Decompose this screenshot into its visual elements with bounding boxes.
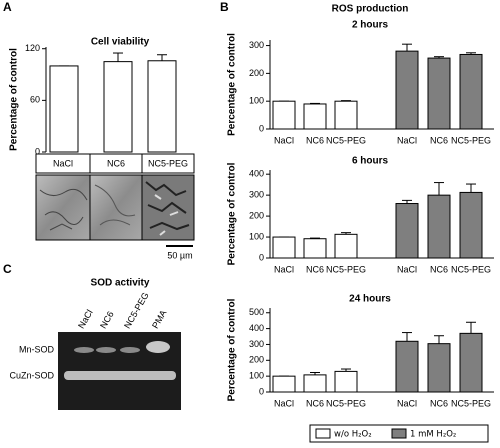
chart-title: Cell viability [91,37,150,48]
bar [303,238,327,259]
category-cell [141,153,195,174]
bar [395,50,419,130]
legend-swatch [391,428,407,439]
legend-label: w/o H₂O₂ [334,430,372,440]
lane-label: NC5-PEG [122,291,151,331]
x-tick-label: NC6 [430,264,448,274]
band-label: CuZn-SOD [9,370,54,380]
legend-label: 1 mM H₂O₂ [410,430,456,440]
y-axis-label: Percentage of control [227,298,238,401]
bar [459,53,483,130]
bar [103,61,133,153]
x-tick-label: NC5-PEG [148,158,188,168]
y-tick-label: 100 [249,96,264,106]
y-axis-label: Percentage of control [227,162,238,265]
bar [395,340,419,393]
x-tick-label: NC5-PEG [326,135,366,145]
x-tick-label: NC6 [430,135,448,145]
bar [427,343,451,393]
x-tick-label: NC5-PEG [451,264,491,274]
panel-letter: C [3,262,12,276]
bar [272,375,296,393]
y-tick-label: 0 [259,252,264,262]
x-tick-label: NaCl [397,264,417,274]
y-tick-label: 300 [249,190,264,200]
scale-bar-label: 50 µm [167,250,192,260]
x-tick-label: NC5-PEG [326,398,366,408]
y-tick-label: 400 [249,323,264,333]
y-tick-label: 100 [249,371,264,381]
micrographs [35,174,195,241]
panel-title: ROS production [332,4,409,15]
y-tick-label: 200 [249,210,264,220]
y-tick-label: 120 [25,43,40,53]
y-tick-label: 500 [249,307,264,317]
y-tick-label: 300 [249,339,264,349]
y-tick-label: 200 [249,68,264,78]
gel-bands [64,341,176,380]
x-tick-label: NC5-PEG [451,398,491,408]
bar [427,57,451,130]
x-tick-label: NaCl [397,135,417,145]
x-tick-label: NC6 [306,135,324,145]
bar [272,100,296,130]
x-tick-label: NaCl [274,398,294,408]
bar [303,103,327,130]
y-tick-label: 200 [249,355,264,365]
legend-swatch [315,428,331,439]
gel-title: SOD activity [91,278,150,289]
x-tick-label: NaCl [53,158,73,168]
bar [334,370,358,393]
bar [147,60,177,153]
y-tick-label: 100 [249,231,264,241]
x-tick-label: NC6 [107,158,125,168]
y-tick-label: 0 [259,123,264,133]
bar [427,194,451,259]
y-tick-label: 400 [249,169,264,179]
bar [272,236,296,259]
x-tick-label: NaCl [274,264,294,274]
panel-letter: B [220,0,229,14]
chart-title: 24 hours [349,294,391,305]
x-tick-label: NC6 [430,398,448,408]
chart-title: 6 hours [352,156,389,167]
lane-label: NC6 [98,310,116,331]
bar [395,203,419,259]
x-tick-label: NC5-PEG [326,264,366,274]
panel-letter: A [3,0,12,14]
y-tick-label: 300 [249,40,264,50]
bar [459,332,483,393]
x-tick-label: NC5-PEG [451,135,491,145]
chart-title: 2 hours [352,20,389,31]
band-label: Mn-SOD [19,344,55,354]
x-tick-label: NaCl [397,398,417,408]
x-tick-label: NC6 [306,264,324,274]
bar [303,374,327,393]
bar [334,233,358,259]
x-tick-label: NaCl [274,135,294,145]
x-tick-label: NC6 [306,398,324,408]
bar [49,65,79,153]
y-tick-label: 0 [35,146,40,156]
bar [459,191,483,259]
y-axis-label: Percentage of control [9,48,20,151]
y-tick-label: 0 [259,386,264,396]
lane-label: NaCl [76,308,95,330]
lane-label: PMA [150,308,168,330]
y-tick-label: 60 [30,95,40,105]
bar [334,100,358,130]
y-axis-label: Percentage of control [227,33,238,136]
